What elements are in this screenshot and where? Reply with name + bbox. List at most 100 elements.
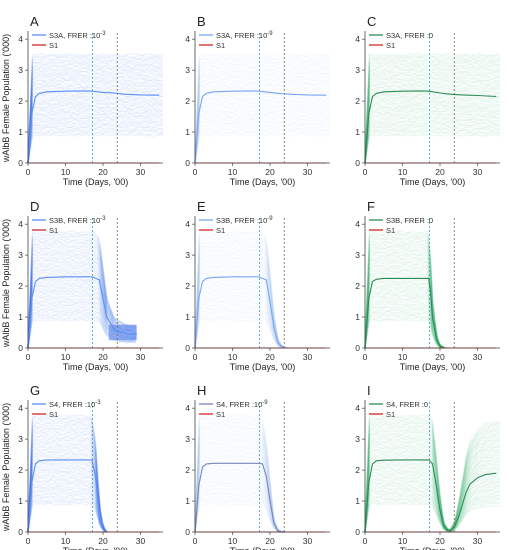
panel-b-xtick-label: 30 xyxy=(303,167,313,177)
panel-f-xtick-label: 20 xyxy=(435,352,445,362)
panel-e-legend-main: S3B, FRER :10-9 xyxy=(216,216,273,225)
panel-d-legend-main: S3B, FRER :10-3 xyxy=(49,216,106,225)
panel-h-xlabel: Time (Days, '00) xyxy=(230,546,295,550)
panel-f-xtick-label: 10 xyxy=(398,352,408,362)
panel-h-ytick-label: 2 xyxy=(185,465,190,475)
panel-c-ytick-label: 1 xyxy=(355,127,360,137)
panel-d-letter: D xyxy=(30,199,39,214)
panel-b-xlabel: Time (Days, '00) xyxy=(230,177,295,187)
panel-d: D 0 1 2 3 4 0 10 20 30 Time (Days, '00) S3B, FRER :… xyxy=(1,199,163,372)
panel-a-ytick-label: 2 xyxy=(18,96,23,106)
panel-g-xtick-label: 0 xyxy=(26,536,31,546)
panel-d-legend-s1: S1 xyxy=(49,226,58,235)
panel-g-legend-s1: S1 xyxy=(49,410,58,419)
panel-e-xtick-label: 30 xyxy=(303,352,313,362)
panel-b-ytick-label: 0 xyxy=(185,158,190,168)
panel-e-ytick-label: 1 xyxy=(185,312,190,322)
panel-b-legend-main: S3A, FRER :10-9 xyxy=(216,31,273,40)
panel-b-xtick-label: 10 xyxy=(228,167,238,177)
panel-i-ytick-label: 3 xyxy=(355,434,360,444)
panel-h-legend: S4, FRER :10-9S1 xyxy=(199,400,268,419)
panel-e-letter: E xyxy=(197,199,206,214)
panel-g-xtick-label: 30 xyxy=(136,536,146,546)
panel-i-ytick-label: 1 xyxy=(355,496,360,506)
panel-a-ytick-label: 0 xyxy=(18,158,23,168)
panel-c-xtick-label: 30 xyxy=(473,167,483,177)
panel-e-ytick-label: 2 xyxy=(185,281,190,291)
panel-d-ytick-label: 1 xyxy=(18,312,23,322)
panel-a: A 0 1 2 3 4 0 10 20 30 Time (Days, '00) S3A, FRER :… xyxy=(1,14,164,187)
panel-f: F 0 1 2 3 4 0 10 20 30 Time (Days, '00) S3B, FRER :… xyxy=(355,199,500,372)
panel-g-xtick-label: 10 xyxy=(61,536,71,546)
panel-i-xtick-label: 30 xyxy=(473,536,483,546)
panel-f-ytick-label: 1 xyxy=(355,312,360,322)
panel-e-mean-line xyxy=(194,276,289,349)
panel-f-ensemble-band xyxy=(364,230,445,349)
panel-h-ytick-label: 0 xyxy=(185,527,190,537)
panel-f-ytick-label: 4 xyxy=(355,219,360,229)
panel-f-ytick-label: 3 xyxy=(355,250,360,260)
panel-h-ensemble-band xyxy=(194,414,286,533)
panel-g-xtick-label: 20 xyxy=(98,536,108,546)
panel-a-ensemble-band xyxy=(27,53,164,164)
panel-d-mean-line xyxy=(27,276,137,349)
panel-g-ytick-label: 2 xyxy=(18,465,23,475)
panel-i-ensemble-band xyxy=(364,414,501,533)
panel-i-legend-main: S4, FRER :0 xyxy=(386,400,428,409)
panel-e-ytick-label: 0 xyxy=(185,343,190,353)
panel-d-xlabel: Time (Days, '00) xyxy=(63,362,128,372)
panel-c-xtick-label: 0 xyxy=(363,167,368,177)
panel-c: C 0 1 2 3 4 0 10 20 30 Time (Days, '00) S3A, FRER :… xyxy=(355,14,501,187)
panel-d-ytick-label: 4 xyxy=(18,219,23,229)
panel-e-ytick-label: 4 xyxy=(185,219,190,229)
panel-i-ytick-label: 2 xyxy=(355,465,360,475)
panel-a-ytick-label: 1 xyxy=(18,127,23,137)
panel-i-ytick-label: 4 xyxy=(355,403,360,413)
panel-e-xtick-label: 0 xyxy=(193,352,198,362)
panel-g-ylabel: wAlbB Female Population ('000) xyxy=(1,403,11,532)
panel-h-xtick-label: 30 xyxy=(303,536,313,546)
panel-a-letter: A xyxy=(30,14,39,29)
panel-g-ytick-label: 3 xyxy=(18,434,23,444)
panel-b-legend-s1: S1 xyxy=(216,41,225,50)
panel-f-legend-s1: S1 xyxy=(386,226,395,235)
panel-e-ytick-label: 3 xyxy=(185,250,190,260)
panel-c-mean-line xyxy=(364,90,497,164)
panel-a-xtick-label: 30 xyxy=(136,167,146,177)
panel-i: I 0 1 2 3 4 0 10 20 30 Time (Days, '00) S4, FRER :0… xyxy=(355,383,501,550)
panel-d-xtick-label: 10 xyxy=(61,352,71,362)
panel-d-ytick-label: 3 xyxy=(18,250,23,260)
panel-a-legend: S3A, FRER :10-3S1 xyxy=(32,31,106,50)
panel-f-mean-line xyxy=(364,277,448,349)
panel-c-xtick-label: 20 xyxy=(435,167,445,177)
panel-h-ytick-label: 4 xyxy=(185,403,190,413)
panel-g-ytick-label: 4 xyxy=(18,403,23,413)
panel-f-ytick-label: 2 xyxy=(355,281,360,291)
panel-b: B 0 1 2 3 4 0 10 20 30 Time (Days, '00) S3A, FRER :… xyxy=(185,14,331,187)
panel-i-ytick-label: 0 xyxy=(355,527,360,537)
panel-b-xtick-label: 0 xyxy=(193,167,198,177)
panel-a-xtick-label: 10 xyxy=(61,167,71,177)
panel-i-xlabel: Time (Days, '00) xyxy=(400,546,465,550)
panel-d-xtick-label: 20 xyxy=(98,352,108,362)
panel-i-legend-s1: S1 xyxy=(386,410,395,419)
panel-a-xtick-label: 20 xyxy=(98,167,108,177)
panel-c-ensemble-band xyxy=(364,52,501,164)
panel-e-ensemble-band xyxy=(194,230,286,349)
panel-f-letter: F xyxy=(367,199,375,214)
panel-b-mean-line xyxy=(194,90,327,164)
panel-b-ensemble-band xyxy=(194,53,331,164)
panel-f-xlabel: Time (Days, '00) xyxy=(400,362,465,372)
panel-g-ytick-label: 0 xyxy=(18,527,23,537)
panel-i-xtick-label: 20 xyxy=(435,536,445,546)
panel-f-ytick-label: 0 xyxy=(355,343,360,353)
panel-b-xtick-label: 20 xyxy=(265,167,275,177)
panel-c-legend: S3A, FRER :0S1 xyxy=(369,31,433,50)
panel-c-xlabel: Time (Days, '00) xyxy=(400,177,465,187)
panel-h-xtick-label: 10 xyxy=(228,536,238,546)
panel-e: E 0 1 2 3 4 0 10 20 30 Time (Days, '00) S3B, FRER :… xyxy=(185,199,330,372)
panel-e-legend: S3B, FRER :10-9S1 xyxy=(199,216,273,235)
panel-h-letter: H xyxy=(197,383,206,398)
panel-g-mean-line xyxy=(27,459,108,533)
panel-c-letter: C xyxy=(367,14,376,29)
